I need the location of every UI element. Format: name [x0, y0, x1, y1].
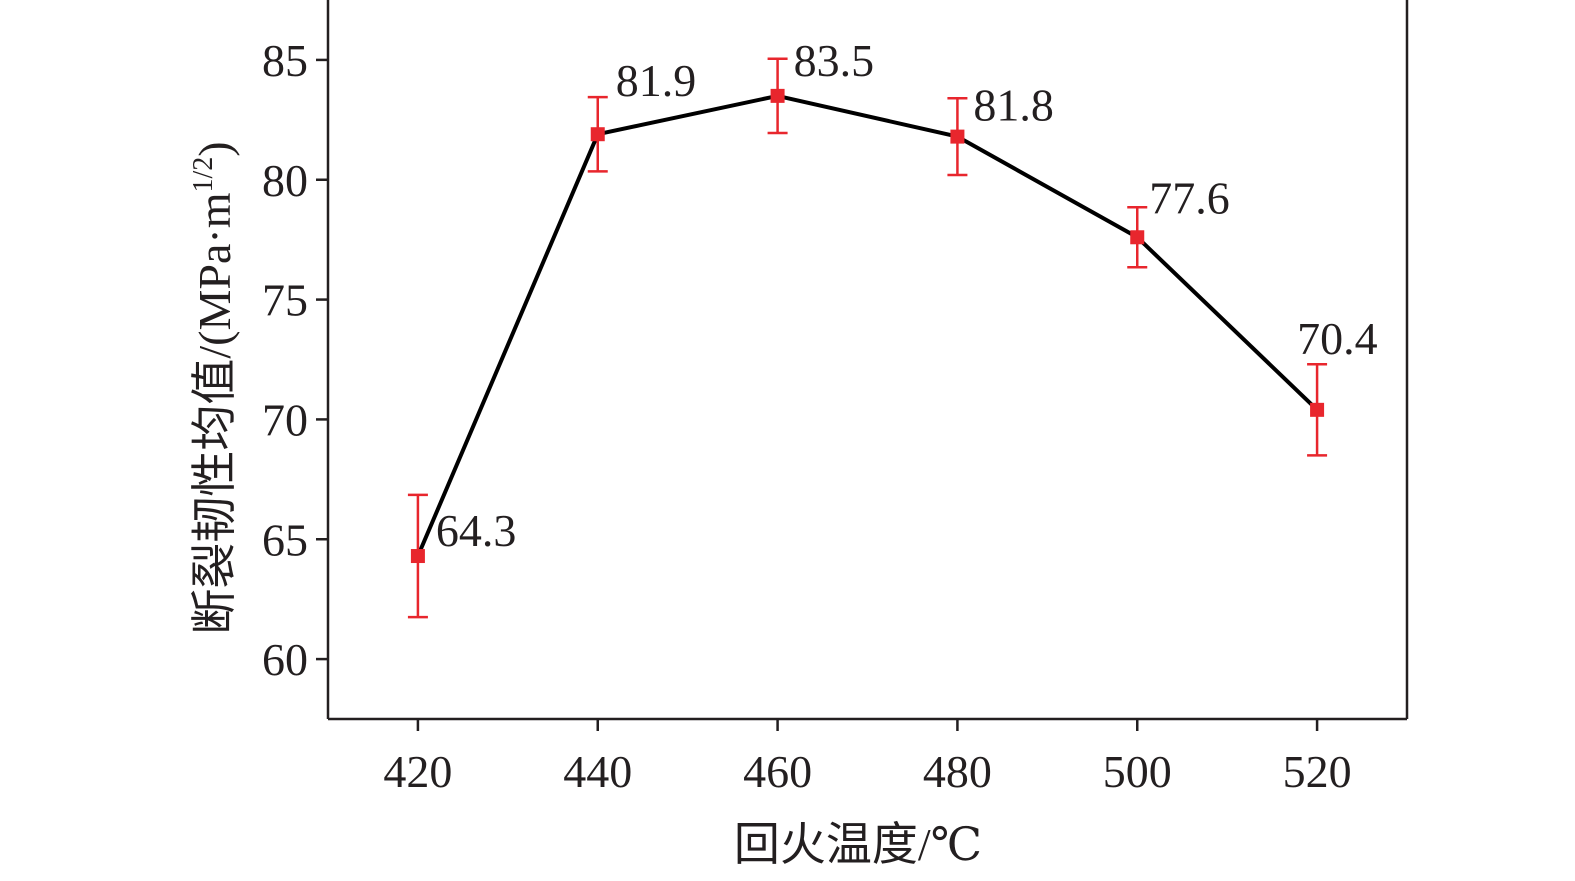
data-point-marker: [1130, 230, 1145, 245]
y-tick-label: 60: [262, 634, 308, 685]
error-bars-group: [407, 57, 1328, 619]
x-tick-label: 500: [1103, 746, 1172, 797]
data-point-marker: [770, 88, 785, 103]
markers-group: [410, 88, 1325, 564]
data-point-marker: [950, 129, 965, 144]
y-tick-label: 75: [262, 275, 308, 326]
data-value-label: 83.5: [794, 35, 875, 86]
x-tick-label: 520: [1283, 746, 1352, 797]
data-value-label: 81.9: [616, 55, 697, 106]
data-value-label: 64.3: [436, 505, 516, 556]
data-point-marker: [1310, 402, 1325, 417]
x-axis-title: 回火温度/℃: [734, 819, 982, 870]
y-axis-title: 断裂韧性均值/(MPa·m1/2): [188, 141, 240, 634]
data-value-label: 70.4: [1297, 313, 1378, 364]
series-line: [416, 93, 1319, 557]
x-tick-label: 440: [563, 746, 632, 797]
y-axis-title-superscript: 1/2: [188, 157, 219, 193]
plot-frame-group: [326, 0, 1409, 721]
series-line-group: [416, 93, 1319, 557]
y-tick-label: 70: [262, 394, 308, 445]
x-tick-label: 420: [383, 746, 452, 797]
data-point-marker: [410, 549, 425, 564]
y-axis-title-close: ): [189, 141, 240, 156]
y-tick-label: 80: [262, 155, 308, 206]
y-tick-label: 65: [262, 514, 308, 565]
x-tick-label: 480: [923, 746, 992, 797]
data-point-marker: [590, 127, 605, 142]
y-tick-label: 85: [262, 35, 308, 86]
axis-ticks-group: 60 65 70 75 80 85 420 440 460 480 500 520: [262, 35, 1352, 797]
y-axis-title-main: 断裂韧性均值/(MPa·m: [189, 192, 240, 634]
data-value-label: 77.6: [1149, 172, 1230, 223]
data-value-label: 81.8: [973, 80, 1054, 131]
data-labels-group: 64.3 81.9 83.5 81.8 77.6 70.4: [436, 35, 1378, 556]
x-tick-label: 460: [743, 746, 812, 797]
